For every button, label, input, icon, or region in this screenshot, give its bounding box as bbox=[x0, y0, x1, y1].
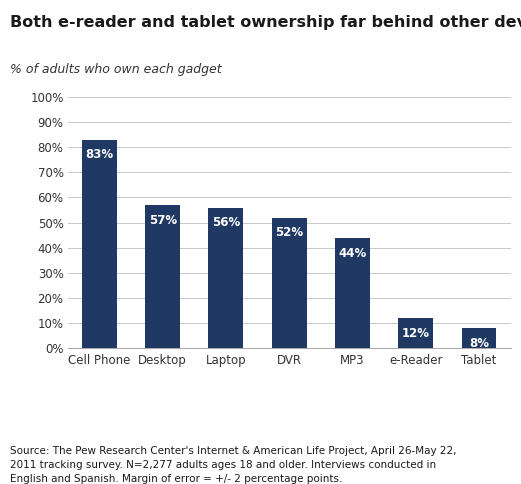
Bar bbox=[398, 318, 433, 348]
Text: 57%: 57% bbox=[148, 214, 177, 227]
Bar bbox=[462, 328, 497, 348]
Text: 44%: 44% bbox=[338, 246, 367, 259]
Bar bbox=[82, 139, 117, 348]
Text: Both e-reader and tablet ownership far behind other devices: Both e-reader and tablet ownership far b… bbox=[10, 15, 521, 30]
Bar bbox=[335, 238, 370, 348]
Text: 56%: 56% bbox=[212, 216, 240, 229]
Bar bbox=[208, 208, 243, 348]
Text: 52%: 52% bbox=[275, 227, 303, 240]
Text: 8%: 8% bbox=[469, 337, 489, 350]
Text: Source: The Pew Research Center's Internet & American Life Project, April 26-May: Source: The Pew Research Center's Intern… bbox=[10, 446, 457, 484]
Bar bbox=[145, 205, 180, 348]
Bar bbox=[272, 218, 306, 348]
Text: % of adults who own each gadget: % of adults who own each gadget bbox=[10, 63, 222, 76]
Text: 83%: 83% bbox=[85, 149, 114, 161]
Text: 12%: 12% bbox=[402, 327, 430, 340]
